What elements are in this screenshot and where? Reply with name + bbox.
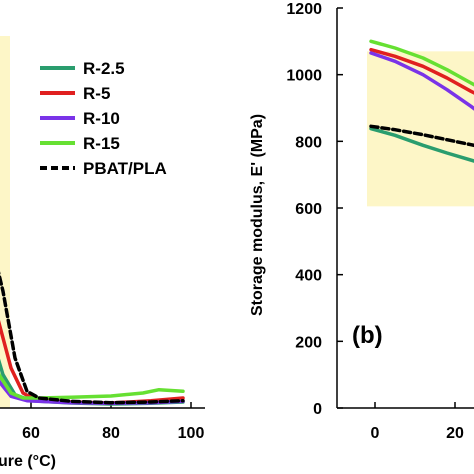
- panel-b: 0 200 400 600 800 1000 1200 0 20 Storage modulu…: [249, 1, 474, 442]
- panel-a-highlight-region: [0, 36, 10, 408]
- panel-b-series-line-r-5: [369, 47, 474, 95]
- panel-b-x-tick-label: 20: [446, 425, 464, 442]
- panel-a-series-line-r-5: [0, 319, 185, 405]
- panel-a-x-tick-label: 100: [178, 425, 205, 442]
- panel-a-series-line-pbat-pla: [0, 271, 185, 405]
- panel-b-y-tick-label: 600: [295, 201, 322, 218]
- panel-b-y-tick-label: 1200: [286, 1, 322, 18]
- panel-b-x-ticks: 0 20: [371, 402, 464, 442]
- legend-label-r-15: R-15: [83, 134, 120, 153]
- panel-a-series-line-r-10: [0, 378, 185, 406]
- panel-a-series: [0, 271, 185, 406]
- panel-b-label: (b): [352, 322, 383, 349]
- legend-label-pbat-pla: PBAT/PLA: [83, 159, 167, 178]
- panel-a-x-axis-label: ure (°C): [0, 453, 56, 470]
- panel-b-y-ticks: 0 200 400 600 800 1000 1200: [286, 1, 343, 418]
- panel-b-y-tick-label: 200: [295, 334, 322, 351]
- panel-b-series-line-r-2-5: [369, 126, 474, 163]
- panel-b-y-axis-label: Storage modulus, E' (MPa): [249, 114, 266, 316]
- panel-b-series-line-r-10: [369, 51, 474, 111]
- panel-b-x-tick-label: 0: [371, 425, 380, 442]
- panel-a: 60 80 100 ure (°C) R-2.5 R-5 R-10 R-15 PBAT/PL…: [0, 36, 205, 470]
- panel-b-series: [369, 39, 474, 163]
- legend-label-r-2-5: R-2.5: [83, 59, 125, 78]
- legend-label-r-10: R-10: [83, 109, 120, 128]
- panel-b-y-tick-label: 800: [295, 134, 322, 151]
- panel-a-x-tick-label: 80: [102, 425, 120, 442]
- panel-a-series-line-r-2-5: [0, 358, 185, 406]
- panel-a-series-line-r-15: [0, 371, 185, 400]
- panel-a-x-tick-label: 60: [22, 425, 40, 442]
- panel-b-series-line-pbat-pla: [369, 124, 474, 148]
- panel-a-legend: R-2.5 R-5 R-10 R-15 PBAT/PLA: [40, 59, 167, 178]
- panel-b-series-line-r-15: [369, 39, 474, 87]
- panel-a-x-ticks: 60 80 100: [22, 402, 204, 442]
- panel-b-y-tick-label: 0: [313, 401, 322, 418]
- panel-b-y-tick-label: 1000: [286, 68, 322, 85]
- legend-label-r-5: R-5: [83, 84, 110, 103]
- panel-b-y-tick-label: 400: [295, 268, 322, 285]
